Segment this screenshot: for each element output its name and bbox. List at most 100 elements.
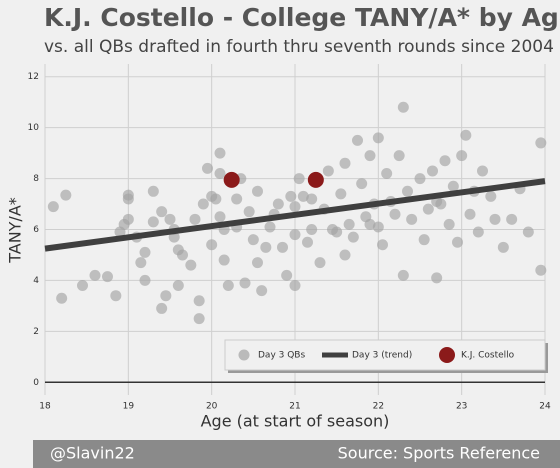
point bbox=[447, 180, 459, 192]
y-tick-label: 2 bbox=[33, 327, 39, 337]
point bbox=[110, 290, 122, 302]
point bbox=[322, 165, 334, 177]
point bbox=[293, 173, 305, 185]
point bbox=[164, 213, 176, 225]
point bbox=[372, 132, 384, 144]
point bbox=[331, 226, 343, 238]
point bbox=[289, 280, 301, 292]
point bbox=[272, 198, 284, 210]
point bbox=[214, 147, 226, 159]
point bbox=[139, 246, 151, 258]
x-tick-label: 20 bbox=[206, 402, 218, 412]
point bbox=[381, 167, 393, 179]
point bbox=[214, 211, 226, 223]
point bbox=[218, 254, 230, 266]
point bbox=[189, 213, 201, 225]
point bbox=[60, 189, 72, 201]
point bbox=[281, 269, 293, 281]
legend-label: Day 3 QBs bbox=[258, 351, 305, 361]
point bbox=[197, 198, 209, 210]
point bbox=[347, 231, 359, 243]
point bbox=[452, 236, 463, 248]
point bbox=[427, 165, 438, 177]
point bbox=[497, 241, 509, 253]
point bbox=[435, 198, 447, 210]
x-tick-label: 24 bbox=[539, 402, 551, 412]
point bbox=[302, 236, 313, 248]
point bbox=[443, 218, 455, 230]
point bbox=[77, 280, 88, 292]
point bbox=[406, 213, 418, 225]
marks bbox=[44, 101, 547, 325]
point bbox=[464, 208, 476, 220]
point bbox=[285, 190, 297, 202]
point bbox=[522, 226, 534, 238]
y-tick-label: 0 bbox=[33, 378, 39, 388]
point bbox=[364, 150, 376, 162]
point bbox=[47, 201, 59, 213]
x-axis-label: Age (at start of season) bbox=[201, 412, 390, 431]
y-tick-label: 12 bbox=[28, 72, 39, 82]
point bbox=[335, 188, 347, 200]
x-tick-label: 21 bbox=[289, 402, 300, 412]
point bbox=[277, 241, 288, 253]
y-tick-label: 10 bbox=[28, 123, 40, 133]
point bbox=[139, 274, 151, 286]
point bbox=[364, 218, 376, 230]
point bbox=[439, 155, 451, 167]
point bbox=[402, 185, 413, 197]
point bbox=[414, 173, 426, 185]
legend-swatch bbox=[238, 349, 250, 361]
point bbox=[256, 285, 268, 297]
point bbox=[202, 162, 213, 174]
point bbox=[156, 206, 168, 218]
point bbox=[156, 302, 168, 314]
point bbox=[477, 165, 488, 177]
point bbox=[147, 216, 159, 228]
point bbox=[418, 234, 430, 246]
point bbox=[289, 201, 301, 213]
trend-line bbox=[44, 178, 546, 252]
y-tick-label: 6 bbox=[33, 225, 39, 235]
point bbox=[243, 206, 255, 218]
legend-box bbox=[224, 339, 546, 371]
point bbox=[489, 213, 501, 225]
point bbox=[206, 239, 218, 251]
point bbox=[122, 213, 134, 225]
point bbox=[460, 129, 472, 141]
point bbox=[485, 190, 497, 202]
point bbox=[397, 269, 409, 281]
point bbox=[535, 264, 547, 276]
point bbox=[102, 271, 113, 283]
point bbox=[356, 178, 368, 190]
point bbox=[247, 234, 259, 246]
point bbox=[135, 257, 147, 269]
point bbox=[172, 280, 184, 292]
y-tick-label: 8 bbox=[33, 174, 39, 184]
point bbox=[343, 218, 355, 230]
point bbox=[297, 190, 309, 202]
footer-bar bbox=[33, 440, 560, 468]
point bbox=[264, 221, 276, 233]
point bbox=[306, 193, 318, 205]
x-tick-label: 22 bbox=[373, 402, 384, 412]
point bbox=[122, 189, 134, 201]
chart-title: K.J. Costello - College TANY/A* by Age bbox=[44, 3, 560, 32]
point bbox=[193, 313, 205, 325]
point bbox=[339, 249, 351, 261]
chart-subtitle: vs. all QBs drafted in fourth thru seven… bbox=[44, 37, 554, 57]
point bbox=[372, 221, 384, 233]
point bbox=[177, 249, 188, 261]
point bbox=[252, 257, 263, 269]
point bbox=[431, 272, 443, 284]
point bbox=[393, 150, 405, 162]
x-tick-label: 18 bbox=[39, 402, 51, 412]
point bbox=[147, 185, 159, 197]
point bbox=[193, 295, 205, 307]
point bbox=[89, 269, 101, 281]
x-tick-label: 19 bbox=[123, 402, 135, 412]
point bbox=[160, 290, 172, 302]
